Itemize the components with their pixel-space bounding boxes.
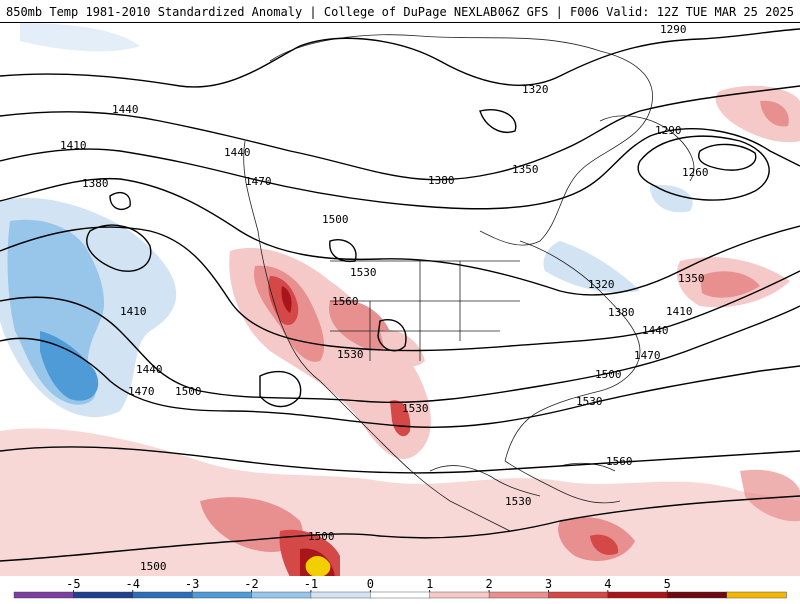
colorbar-svg: -5 -4 -3 -2 -1 0 1 2 3 4 5: [13, 577, 787, 599]
colorbar-segment: [429, 591, 490, 599]
contour-label: 1440: [224, 146, 251, 159]
colorbar-segment: [548, 591, 609, 599]
contour-label: 1380: [82, 177, 109, 190]
colorbar-segment: [607, 591, 668, 599]
colorbar-segment: [310, 591, 372, 599]
contour-label: 1530: [402, 402, 429, 415]
contour-label: 1530: [337, 348, 364, 361]
colorbar-tick-label: 0: [367, 577, 374, 591]
contour-label: 1380: [608, 306, 635, 319]
contour-label: 1560: [332, 295, 359, 308]
contour-label: 1260: [682, 166, 709, 179]
warm-anomaly-shading: [0, 85, 800, 576]
contour-label-group: 1290 1290 1320 1320 1350 1350 1260 1380 …: [60, 23, 709, 573]
colorbar-segment: [726, 591, 787, 599]
contour-label: 1410: [666, 305, 693, 318]
cold-anomaly-shading: [0, 23, 693, 418]
contour-label: 1530: [350, 266, 377, 279]
contour-label: 1440: [642, 324, 669, 337]
contour-label: 1290: [660, 23, 687, 36]
colorbar-tick-label: 1: [426, 577, 433, 591]
colorbar-tick-label: 2: [485, 577, 492, 591]
colorbar-segment: [370, 591, 431, 599]
contour-label: 1530: [576, 395, 603, 408]
contour-label: 1410: [120, 305, 147, 318]
colorbar-tick-label: -5: [66, 577, 80, 591]
contour-label: 1500: [308, 530, 335, 543]
colorbar-tick-label: -3: [185, 577, 199, 591]
contour-label: 1440: [112, 103, 139, 116]
colorbar-tick-label: 4: [604, 577, 611, 591]
colorbar-tick-label: -1: [304, 577, 318, 591]
contour-label: 1320: [522, 83, 549, 96]
contour-label: 1530: [505, 495, 532, 508]
contour-label: 1410: [60, 139, 87, 152]
colorbar-tick-label: 5: [664, 577, 671, 591]
colorbar-tick-label: 3: [545, 577, 552, 591]
contour-label: 1500: [140, 560, 167, 573]
colorbar-segment: [191, 591, 253, 599]
colorbar-segment: [488, 591, 550, 599]
contour-label: 1350: [512, 163, 539, 176]
header-title-right: 06Z GFS | F006 Valid: 12Z TUE MAR 25 202…: [497, 5, 794, 19]
contour-label: 1440: [136, 363, 163, 376]
colorbar-segment: [13, 591, 75, 599]
contour-label: 1290: [655, 124, 682, 137]
extreme-anomaly-peak: [305, 556, 331, 576]
height-contours: [0, 28, 800, 562]
contour-label: 1470: [245, 175, 272, 188]
map-svg: 1290 1290 1320 1320 1350 1350 1260 1380 …: [0, 23, 800, 576]
colorbar-segment: [73, 591, 134, 599]
contour-label: 1500: [322, 213, 349, 226]
weather-map: 1290 1290 1320 1320 1350 1350 1260 1380 …: [0, 22, 800, 576]
colorbar-segment: [251, 591, 312, 599]
contour-label: 1560: [606, 455, 633, 468]
anomaly-colorbar: -5 -4 -3 -2 -1 0 1 2 3 4 5: [0, 576, 800, 600]
contour-label: 1470: [634, 349, 661, 362]
colorbar-segment: [132, 591, 193, 599]
contour-label: 1500: [175, 385, 202, 398]
contour-label: 1350: [678, 272, 705, 285]
contour-label: 1470: [128, 385, 155, 398]
contour-label: 1500: [595, 368, 622, 381]
contour-label: 1320: [588, 278, 615, 291]
colorbar-tick-label: -2: [244, 577, 258, 591]
colorbar-tick-label: -4: [126, 577, 140, 591]
colorbar-segment: [667, 591, 728, 599]
header-title-left: 850mb Temp 1981-2010 Standardized Anomal…: [6, 5, 498, 19]
contour-label: 1380: [428, 174, 455, 187]
map-header: 850mb Temp 1981-2010 Standardized Anomal…: [0, 0, 800, 22]
